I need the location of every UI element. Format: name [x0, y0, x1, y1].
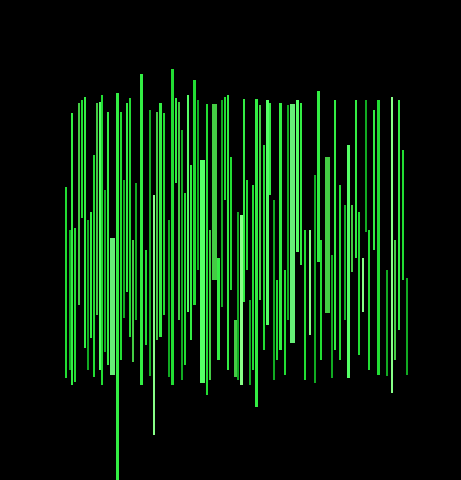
vertical-line: [181, 130, 183, 380]
vertical-line: [398, 100, 400, 330]
vertical-line: [107, 112, 109, 365]
vertical-line: [168, 220, 170, 377]
vertical-line: [296, 100, 299, 252]
vertical-line: [206, 104, 208, 395]
vertical-line: [373, 110, 375, 250]
vertical-line: [391, 97, 393, 393]
vertical-line: [163, 113, 165, 315]
vertical-line: [237, 212, 239, 380]
vertical-line: [99, 102, 101, 370]
vertical-line: [334, 100, 336, 350]
vertical-line: [347, 145, 350, 378]
vertical-line: [71, 113, 73, 385]
vertical-line: [175, 98, 177, 183]
vertical-line: [317, 91, 320, 262]
vertical-line: [135, 183, 137, 320]
vertical-line: [69, 230, 71, 370]
vertical-line: [209, 230, 211, 380]
vertical-line: [145, 250, 147, 345]
vertical-line: [362, 258, 364, 312]
green-line-group: [65, 69, 408, 480]
vertical-line: [123, 180, 125, 318]
vertical-line: [368, 230, 370, 370]
vertical-line: [394, 240, 396, 360]
vertical-line: [314, 175, 316, 383]
vertical-line: [249, 300, 251, 385]
vertical-line: [159, 103, 162, 337]
vertical-line: [243, 99, 245, 302]
vertical-line: [300, 103, 302, 265]
vertical-line: [87, 220, 89, 370]
vertical-line: [178, 102, 180, 320]
vertical-line: [132, 240, 134, 362]
vertical-line: [221, 100, 223, 307]
vertical-line: [279, 103, 282, 350]
vertical-line: [320, 240, 322, 360]
vertical-line: [184, 193, 186, 365]
vertical-line: [212, 104, 217, 280]
vertical-line: [276, 280, 278, 360]
vertical-line: [377, 100, 380, 375]
vertical-line: [252, 185, 254, 370]
vertical-line: [74, 228, 76, 382]
vertical-line: [290, 104, 295, 343]
vertical-line: [193, 80, 196, 305]
vertical-line: [156, 112, 158, 340]
vertical-line: [149, 110, 151, 376]
vertical-line: [304, 230, 306, 380]
vertical-line: [406, 278, 408, 375]
vertical-line: [116, 93, 119, 480]
vertical-line: [230, 157, 232, 290]
vertical-line: [200, 160, 205, 383]
vertical-line: [96, 103, 98, 315]
vertical-line: [365, 100, 367, 232]
vertical-line: [287, 105, 289, 320]
vertical-line: [344, 205, 346, 320]
vertical-line: [81, 100, 83, 218]
vertical-line: [255, 99, 258, 407]
vertical-line: [65, 187, 67, 378]
vertical-line: [325, 157, 330, 313]
vertical-line: [284, 270, 286, 375]
vertical-line: [93, 155, 95, 377]
vertical-line: [263, 145, 265, 350]
vertical-line: [90, 212, 92, 338]
vertical-line: [273, 200, 275, 380]
vertical-line: [402, 150, 404, 280]
vertical-line: [110, 238, 115, 375]
vertical-line: [227, 95, 229, 370]
vertical-line: [171, 69, 174, 385]
vertical-line: [187, 95, 189, 312]
vertical-line: [126, 103, 128, 292]
vertical-line: [101, 95, 103, 385]
vertical-line: [234, 320, 237, 377]
vertical-line: [246, 180, 248, 270]
vertical-line: [309, 230, 311, 335]
vertical-line: [259, 105, 261, 300]
vertical-line: [78, 103, 80, 305]
vertical-line: [140, 74, 143, 385]
vertical-line: [217, 258, 220, 360]
vertical-line: [339, 185, 341, 360]
vertical-line: [331, 255, 333, 378]
vertical-line: [84, 97, 86, 348]
vertical-line: [266, 100, 269, 325]
vertical-line: [224, 97, 226, 200]
vertical-line: [190, 165, 192, 340]
vertical-line: [386, 270, 388, 376]
vertical-line: [269, 103, 271, 195]
vertical-line: [197, 100, 199, 270]
vertical-line: [104, 190, 106, 352]
vertical-line: [240, 215, 243, 385]
vertical-line: [129, 98, 131, 337]
vertical-line: [120, 112, 122, 360]
vertical-line: [153, 195, 155, 435]
vertical-line: [358, 212, 360, 355]
vertical-line: [355, 100, 357, 258]
vertical-line: [351, 205, 353, 272]
